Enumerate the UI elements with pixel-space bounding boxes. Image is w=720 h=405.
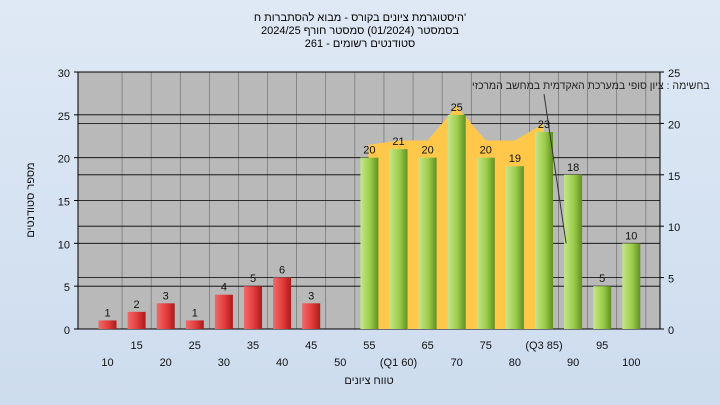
bar-label-95: 5	[599, 273, 605, 285]
bar-55	[360, 157, 379, 329]
bar-label-30: 4	[221, 282, 227, 294]
x-tick-label-25: 25	[189, 340, 201, 352]
chart-title: היסטוגרמת ציונים בקורס - מבוא להסתברות ח…	[254, 11, 466, 50]
x-tick-label-95: 95	[596, 340, 608, 352]
bar-label-10: 1	[104, 307, 110, 319]
bar-95	[593, 286, 612, 329]
bar-10	[98, 320, 117, 329]
bar-label-65: 20	[421, 145, 433, 157]
x-tick-label-90: 90	[567, 357, 579, 369]
bar-65	[418, 157, 437, 329]
x-axis-title: טווח ציונים	[344, 375, 393, 387]
y-tick-label-15: 15	[58, 197, 70, 209]
y2-tick-label-20: 20	[668, 119, 680, 131]
x-tick-label-40: 40	[276, 357, 288, 369]
y2-tick-label-15: 15	[668, 171, 680, 183]
bar-45	[302, 303, 321, 329]
bar-label-75: 20	[480, 145, 492, 157]
title-line-2: בסמסטר (01/2024) סמסטר חורף 2024/25	[261, 25, 459, 37]
x-tick-label-10: 10	[101, 357, 113, 369]
bar-label-55: 20	[363, 145, 375, 157]
x-tick-label-85: (Q3 85)	[525, 340, 562, 352]
bar-90	[564, 174, 583, 329]
bar-85	[535, 131, 553, 329]
bar-75	[476, 157, 495, 329]
y-axis-right: 0 5 10 15 20 25	[660, 68, 680, 337]
x-tick-label-45: 45	[305, 340, 317, 352]
y-tick-label-20: 20	[58, 154, 70, 166]
bar-label-60: 21	[392, 136, 404, 148]
bar-80	[505, 166, 524, 329]
bar-70	[447, 114, 466, 329]
x-tick-label-100: 100	[622, 357, 640, 369]
x-tick-label-70: 70	[451, 357, 463, 369]
y2-tick-label-10: 10	[668, 222, 680, 234]
title-line-1: היסטוגרמת ציונים בקורס - מבוא להסתברות ח…	[254, 11, 466, 24]
x-tick-label-80: 80	[509, 357, 521, 369]
y2-tick-label-0: 0	[668, 325, 674, 337]
bar-label-35: 5	[250, 273, 256, 285]
bar-label-70: 25	[451, 102, 463, 114]
bar-25	[185, 320, 204, 329]
x-tick-label-35: 35	[247, 340, 259, 352]
bar-label-80: 19	[509, 153, 521, 165]
bar-100	[622, 243, 641, 329]
x-tick-label-20: 20	[160, 357, 172, 369]
y-tick-label-25: 25	[58, 111, 70, 123]
bar-label-15: 2	[134, 299, 140, 311]
x-tick-label-60: (Q1 60)	[380, 357, 417, 369]
y2-tick-label-25: 25	[668, 68, 680, 80]
bars	[98, 114, 641, 329]
bar-label-25: 1	[192, 307, 198, 319]
x-tick-label-15: 15	[130, 340, 142, 352]
y-tick-label-10: 10	[58, 239, 70, 251]
x-tick-label-65: 65	[421, 340, 433, 352]
bar-label-40: 6	[279, 265, 285, 277]
bar-60	[389, 149, 408, 329]
q3-marker-line	[543, 93, 567, 244]
bar-30	[214, 294, 233, 329]
y-tick-label-30: 30	[58, 68, 70, 80]
y-tick-label-0: 0	[64, 325, 70, 337]
bar-40	[273, 277, 292, 329]
bar-label-85: 23	[538, 119, 550, 131]
bar-label-45: 3	[308, 290, 314, 302]
x-axis: 10 15 20 25 30 35 40 45 50 55 (Q1 60) 65 70 75 80 (Q3 8…	[101, 340, 640, 369]
y2-tick-label-5: 5	[668, 274, 674, 286]
bar-35	[244, 286, 262, 329]
title-line-3: סטודנטים רשומים - 261	[305, 38, 416, 50]
bar-20	[156, 303, 175, 329]
bar-15	[127, 311, 146, 329]
x-tick-label-30: 30	[218, 357, 230, 369]
bar-label-90: 18	[567, 162, 579, 174]
bar-label-100: 10	[625, 230, 637, 242]
chart-note: בחשימה : ציון סופי במערכת האקדמית במחשב …	[472, 80, 710, 92]
y-axis-title: מספר סטודנטים	[25, 162, 37, 237]
y-axis-left: 0 5 10 15 20 25 30	[58, 68, 78, 337]
x-tick-label-50: 50	[334, 357, 346, 369]
x-tick-label-75: 75	[480, 340, 492, 352]
bar-label-20: 3	[163, 290, 169, 302]
y-tick-label-5: 5	[64, 282, 70, 294]
x-tick-label-55: 55	[363, 340, 375, 352]
